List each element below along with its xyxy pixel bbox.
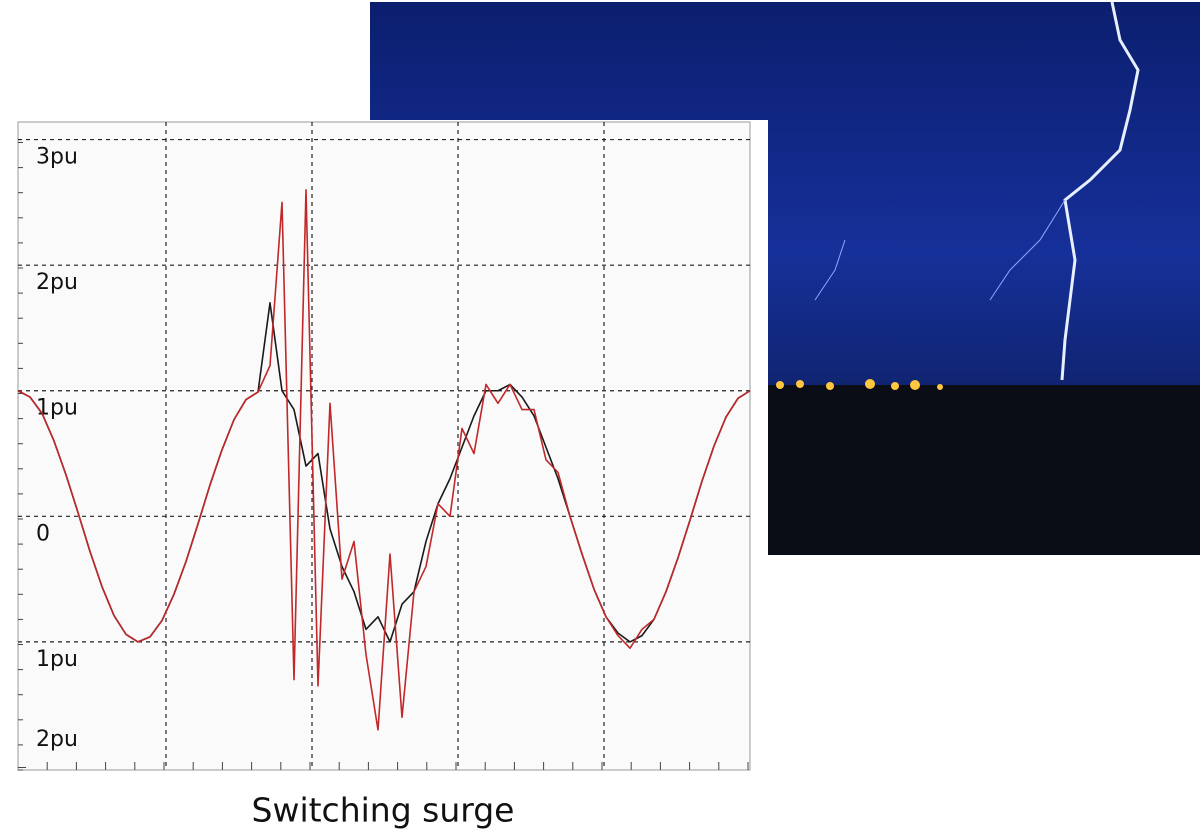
- plot-area: [17, 121, 751, 771]
- plot: 3pu 2pu 1pu 0 1pu 2pu: [17, 138, 751, 771]
- y-tick-label: 2pu: [36, 270, 78, 295]
- y-tick-label: 3pu: [36, 145, 78, 170]
- y-tick-label: 2pu: [36, 727, 78, 752]
- y-tick-label: 1pu: [36, 396, 78, 421]
- y-tick-label: 1pu: [36, 647, 78, 672]
- series-line: [17, 189, 751, 731]
- y-tick-label: 0: [36, 521, 50, 546]
- chart-title: Switching surge: [252, 791, 515, 830]
